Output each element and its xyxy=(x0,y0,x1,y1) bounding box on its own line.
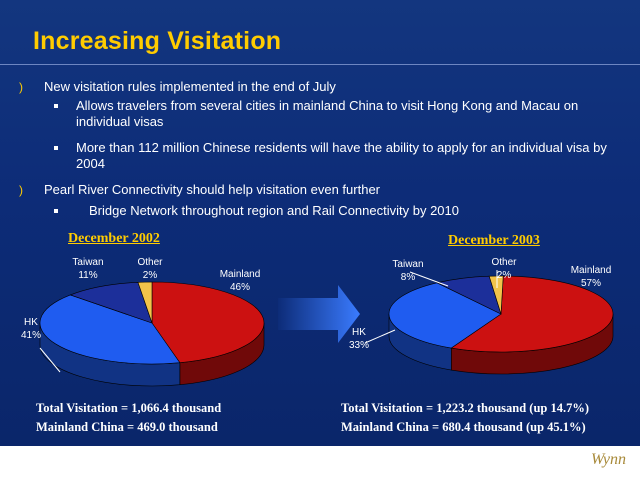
pie-2003-hk-slice xyxy=(388,282,502,349)
pie-2002-other-slice xyxy=(137,281,153,324)
bullet-2: ) Pearl River Connectivity should help v… xyxy=(19,182,604,198)
label-2002-taiwan: Taiwan 11% xyxy=(72,257,104,281)
footer-bar xyxy=(0,446,640,480)
mainland-china-2002: Mainland China = 469.0 thousand xyxy=(36,420,218,434)
label-2002-other: Other 2% xyxy=(137,257,163,281)
label-2003-other: Other 2% xyxy=(491,257,517,281)
square-bullet-icon xyxy=(54,209,58,213)
bullet-1: ) New visitation rules implemented in th… xyxy=(19,79,604,95)
sub-bullet-1-1: Allows travelers from several cities in … xyxy=(54,98,616,130)
sub-bullet-2-1: Bridge Network throughout region and Rai… xyxy=(54,203,609,219)
pie-2003-title: December 2003 xyxy=(448,233,540,248)
total-visitation-2002: Total Visitation = 1,066.4 thousand xyxy=(36,401,222,415)
right-arrow-icon xyxy=(278,285,360,343)
label-2003-mainland: Mainland 57% xyxy=(570,265,612,289)
mainland-china-2003: Mainland China = 680.4 thousand (up 45.1… xyxy=(341,420,586,434)
sub-bullet-1-1-text: Allows travelers from several cities in … xyxy=(76,98,579,129)
bullet-marker-icon: ) xyxy=(19,80,23,94)
pie-2002-mainland-slice xyxy=(151,281,265,364)
wynn-logo: Wynn xyxy=(591,451,626,468)
slide-title: Increasing Visitation xyxy=(33,27,282,55)
square-bullet-icon xyxy=(54,146,58,150)
bullet-1-text: New visitation rules implemented in the … xyxy=(44,79,336,94)
sub-bullet-2-1-text: Bridge Network throughout region and Rai… xyxy=(89,203,459,218)
pie-2002-taiwan-slice xyxy=(69,282,153,324)
pie-2002-hk-slice xyxy=(39,294,181,365)
leader-2003-hk xyxy=(364,329,396,344)
bullet-2-text: Pearl River Connectivity should help vis… xyxy=(44,182,381,197)
label-2003-taiwan: Taiwan 8% xyxy=(392,259,424,283)
totals-2003: Total Visitation = 1,223.2 thousand (up … xyxy=(341,399,589,437)
leader-2002-hk xyxy=(39,347,61,373)
pie-2003-other-slice xyxy=(488,275,504,315)
bullet-marker-icon: ) xyxy=(19,183,23,197)
total-visitation-2003: Total Visitation = 1,223.2 thousand (up … xyxy=(341,401,590,415)
label-2002-hk: HK 41% xyxy=(20,317,41,341)
title-divider xyxy=(0,64,640,65)
pie-2002-title: December 2002 xyxy=(68,231,160,246)
sub-bullet-1-2: More than 112 million Chinese residents … xyxy=(54,140,621,172)
label-2003-hk: HK 33% xyxy=(348,327,369,351)
sub-bullet-1-2-text: More than 112 million Chinese residents … xyxy=(76,140,607,171)
pie-2003-mainland-slice xyxy=(450,275,614,353)
totals-2002: Total Visitation = 1,066.4 thousand Main… xyxy=(36,399,221,437)
label-2002-mainland: Mainland 46% xyxy=(219,269,261,293)
square-bullet-icon xyxy=(54,104,58,108)
leader-2003-taiwan xyxy=(409,271,449,287)
